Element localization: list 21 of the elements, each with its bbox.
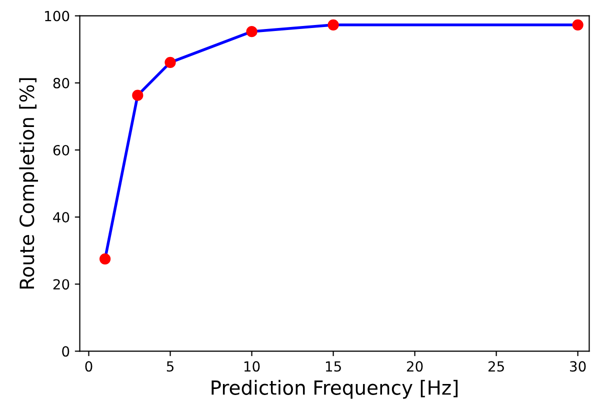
point <box>99 253 111 265</box>
y-tick-label: 40 <box>53 212 70 223</box>
point <box>572 19 584 30</box>
y-tick-label: 100 <box>45 10 70 22</box>
point <box>246 26 258 38</box>
x-axis-title: Prediction Frequency [Hz] <box>212 380 458 399</box>
y-tick-label: 80 <box>53 78 70 88</box>
x-tick-label: 15 <box>326 361 341 372</box>
y-tick-label: 0 <box>62 346 70 357</box>
x-tick-label: 10 <box>244 361 260 372</box>
point <box>132 90 144 101</box>
y-axis-title: Route Completion [%] <box>19 78 38 289</box>
point <box>328 19 339 30</box>
y-tick-label: 20 <box>53 279 70 290</box>
x-tick-label: 25 <box>488 361 504 372</box>
x-tick-label: 0 <box>85 361 92 372</box>
y-tick-label: 60 <box>53 144 70 156</box>
point <box>164 56 176 68</box>
x-tick-label: 5 <box>166 361 174 372</box>
x-tick-label: 20 <box>406 361 423 372</box>
x-tick-label: 30 <box>570 361 586 372</box>
